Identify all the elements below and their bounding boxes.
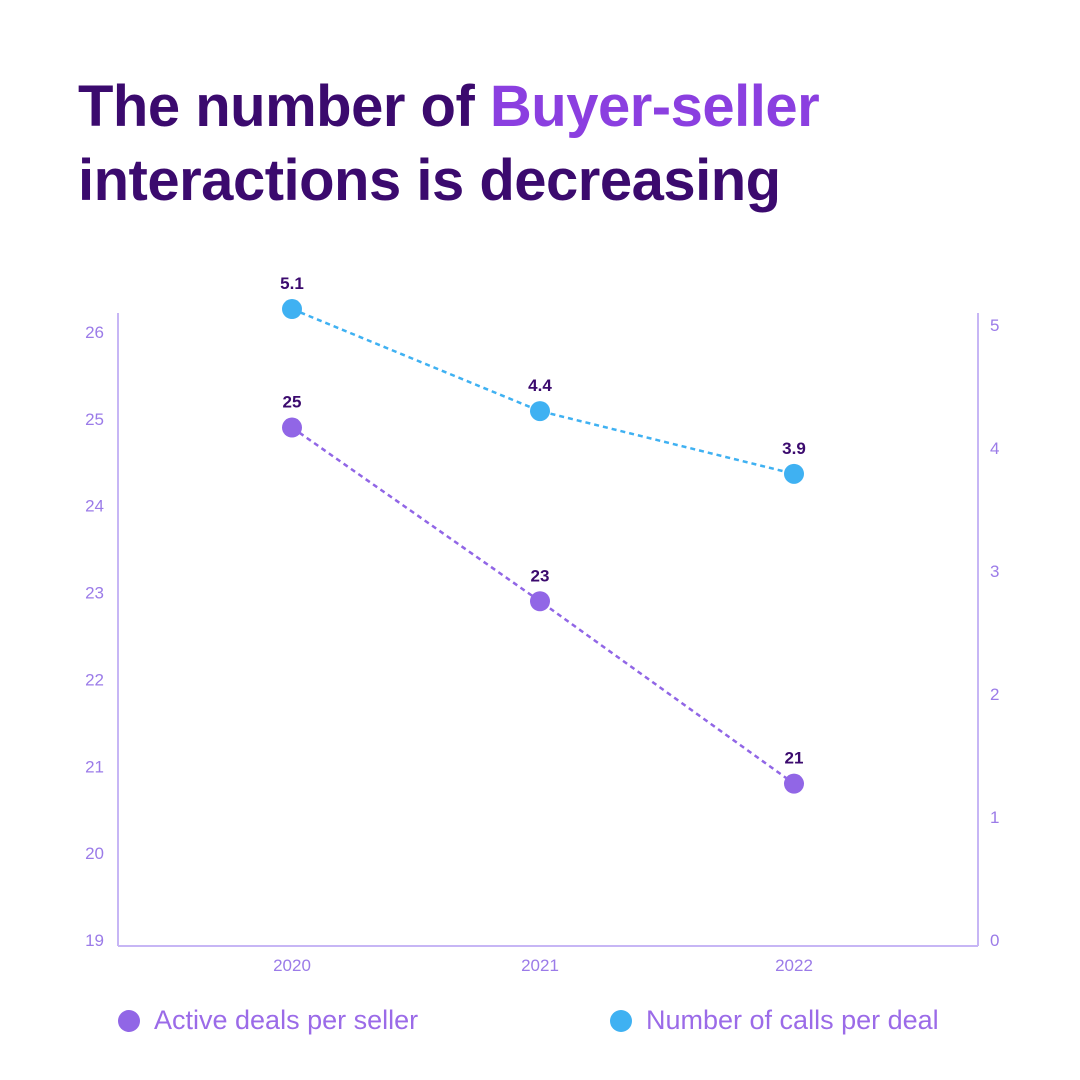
right-tick-label: 4 xyxy=(990,439,999,458)
data-point xyxy=(282,417,302,438)
data-label: 25 xyxy=(283,393,302,412)
left-tick-label: 24 xyxy=(85,497,104,516)
right-tick-label: 2 xyxy=(990,685,999,704)
chart-title: The number of Buyer-seller interactions … xyxy=(78,70,1038,218)
left-tick-label: 23 xyxy=(85,584,104,603)
data-label: 3.9 xyxy=(782,439,806,458)
title-highlight: Buyer-seller xyxy=(489,74,820,139)
data-point xyxy=(784,773,804,794)
title-text: The number of xyxy=(78,74,490,139)
x-tick-label: 2021 xyxy=(521,956,559,975)
data-point xyxy=(784,463,804,484)
left-tick-label: 20 xyxy=(85,844,104,863)
legend-dot-icon xyxy=(118,1009,140,1032)
data-label: 23 xyxy=(531,566,550,585)
right-tick-label: 0 xyxy=(990,931,999,950)
right-tick-label: 1 xyxy=(990,808,999,827)
x-tick-label: 2022 xyxy=(775,956,813,975)
legend-item-active-deals: Active deals per seller xyxy=(118,1005,418,1036)
legend-dot-icon xyxy=(610,1009,632,1032)
right-tick-label: 5 xyxy=(990,316,999,335)
x-tick-label: 2020 xyxy=(273,956,311,975)
legend-item-calls-per-deal: Number of calls per deal xyxy=(610,1005,939,1036)
left-tick-label: 19 xyxy=(85,931,104,950)
legend-label: Number of calls per deal xyxy=(646,1005,939,1035)
series-line-1 xyxy=(291,307,795,476)
left-tick-label: 22 xyxy=(85,670,104,689)
right-tick-label: 3 xyxy=(990,562,999,581)
data-label: 21 xyxy=(785,749,804,768)
data-label: 5.1 xyxy=(280,274,304,293)
left-tick-label: 25 xyxy=(85,410,104,429)
series-line-0 xyxy=(291,426,795,785)
left-tick-label: 21 xyxy=(85,757,104,776)
data-point xyxy=(530,591,550,612)
data-label: 4.4 xyxy=(528,376,552,395)
data-point xyxy=(530,401,550,422)
data-point xyxy=(282,299,302,320)
title-text-end: interactions is decreasing xyxy=(78,148,781,213)
left-tick-label: 26 xyxy=(85,323,104,342)
legend-label: Active deals per seller xyxy=(154,1005,419,1035)
